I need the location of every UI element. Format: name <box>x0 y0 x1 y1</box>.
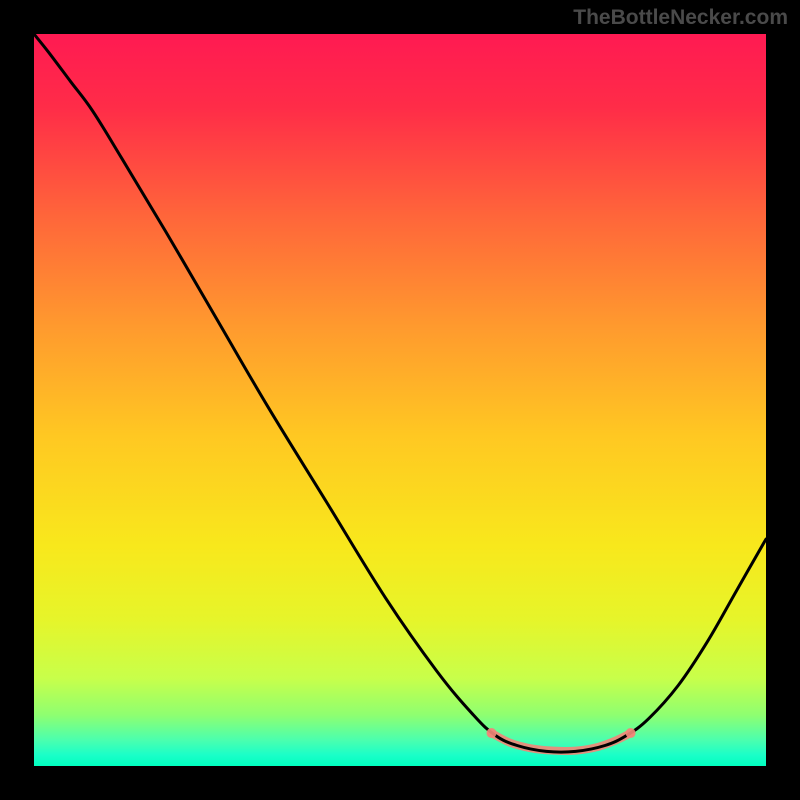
watermark-text: TheBottleNecker.com <box>573 6 788 30</box>
range-endpoint-marker <box>626 728 636 738</box>
plot-area <box>34 34 766 766</box>
gradient-background <box>34 34 766 766</box>
range-endpoint-marker <box>487 728 497 738</box>
plot-svg <box>34 34 766 766</box>
chart-container: TheBottleNecker.com <box>0 0 800 800</box>
